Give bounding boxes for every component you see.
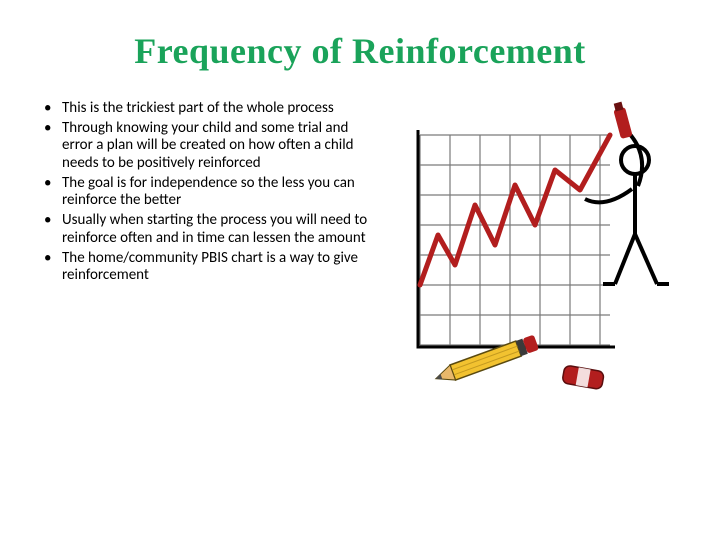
content-row: This is the trickiest part of the whole … [30, 100, 690, 400]
list-item: Usually when starting the process you wi… [38, 212, 370, 247]
pencil-icon [433, 335, 539, 387]
list-item: The goal is for independence so the less… [38, 175, 370, 210]
list-item: The home/community PBIS chart is a way t… [38, 250, 370, 285]
chart-illustration [380, 100, 690, 400]
bullet-list: This is the trickiest part of the whole … [30, 100, 370, 287]
illustration-svg [380, 90, 700, 410]
chart-line [420, 135, 610, 285]
stick-figure-icon [585, 102, 669, 284]
list-item: This is the trickiest part of the whole … [38, 100, 370, 118]
list-item: Through knowing your child and some tria… [38, 120, 370, 173]
slide-title: Frequency of Reinforcement [30, 30, 690, 72]
eraser-icon [562, 365, 605, 390]
grid-lines [420, 135, 610, 345]
